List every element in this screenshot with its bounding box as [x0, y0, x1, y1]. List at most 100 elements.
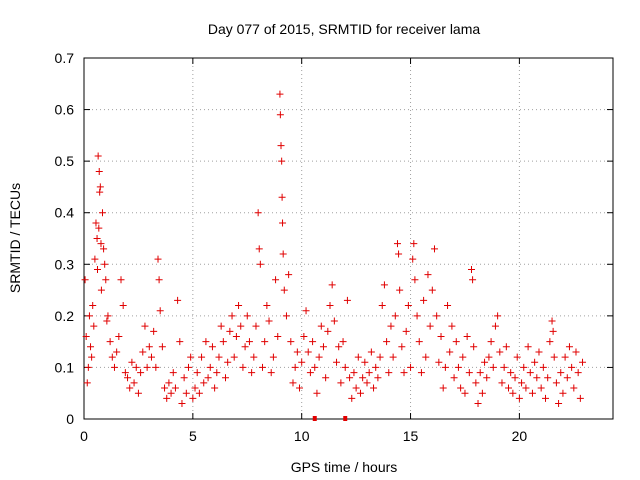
data-point — [193, 369, 201, 377]
data-point — [224, 358, 232, 366]
data-point — [546, 338, 554, 346]
x-tick-label: 0 — [80, 428, 88, 444]
data-point — [279, 250, 287, 258]
data-point — [343, 296, 351, 304]
data-point — [208, 343, 216, 351]
data-point — [448, 322, 456, 330]
data-point — [145, 343, 153, 351]
data-point — [437, 332, 445, 340]
data-point — [113, 348, 121, 356]
data-point — [549, 327, 557, 335]
data-point — [306, 369, 314, 377]
data-point — [204, 374, 212, 382]
data-point — [550, 353, 558, 361]
data-point — [156, 307, 164, 315]
data-point — [474, 400, 482, 408]
data-point — [282, 312, 290, 320]
y-tick-label: 0.4 — [55, 205, 75, 221]
data-point — [276, 111, 284, 119]
data-point — [410, 240, 418, 248]
data-point — [487, 338, 495, 346]
x-tick-label: 10 — [294, 428, 310, 444]
data-point — [539, 363, 547, 371]
data-point — [470, 343, 478, 351]
data-point — [315, 353, 323, 361]
y-tick-label: 0.7 — [55, 50, 75, 66]
data-point — [84, 363, 92, 371]
data-point — [528, 389, 536, 397]
data-point — [524, 343, 532, 351]
data-point — [115, 332, 123, 340]
data-point — [452, 338, 460, 346]
data-point — [478, 389, 486, 397]
data-point — [433, 312, 441, 320]
data-point — [441, 363, 449, 371]
data-point — [476, 369, 484, 377]
data-point — [502, 343, 510, 351]
baseline-mark — [343, 416, 348, 421]
data-point — [130, 379, 138, 387]
data-point — [200, 379, 208, 387]
data-point — [572, 348, 580, 356]
data-point — [158, 343, 166, 351]
data-point — [361, 358, 369, 366]
data-point — [467, 265, 475, 273]
data-point — [213, 369, 221, 377]
data-point — [97, 240, 105, 248]
data-point — [561, 353, 569, 361]
data-point — [374, 374, 382, 382]
data-point — [154, 255, 162, 263]
data-point — [576, 394, 584, 402]
data-point — [161, 384, 169, 392]
y-tick-label: 0.5 — [55, 153, 75, 169]
data-point — [228, 312, 236, 320]
data-point — [333, 358, 341, 366]
data-point — [169, 369, 177, 377]
data-point — [489, 363, 497, 371]
data-point — [398, 343, 406, 351]
data-point — [500, 363, 508, 371]
data-point — [147, 353, 155, 361]
data-point — [417, 369, 425, 377]
data-point — [202, 338, 210, 346]
data-point — [491, 322, 499, 330]
data-point — [94, 152, 102, 160]
data-point — [277, 142, 285, 150]
data-point — [285, 271, 293, 279]
data-point — [313, 389, 321, 397]
data-point — [359, 374, 367, 382]
data-point — [137, 369, 145, 377]
data-point — [324, 327, 332, 335]
data-point — [372, 363, 380, 371]
data-point — [178, 400, 186, 408]
data-point — [243, 312, 251, 320]
data-point — [121, 369, 129, 377]
data-point — [339, 338, 347, 346]
grid-lines — [84, 58, 613, 419]
data-point — [85, 312, 93, 320]
data-point — [191, 384, 199, 392]
data-point — [222, 374, 230, 382]
data-point — [485, 353, 493, 361]
data-point — [555, 400, 563, 408]
data-point — [520, 363, 528, 371]
data-point — [389, 353, 397, 361]
data-point — [211, 384, 219, 392]
data-point — [354, 353, 362, 361]
data-point — [259, 363, 267, 371]
data-point — [278, 193, 286, 201]
data-point — [245, 338, 253, 346]
data-point — [450, 374, 458, 382]
data-point — [117, 276, 125, 284]
data-point — [300, 332, 308, 340]
data-point — [101, 260, 109, 268]
data-point — [319, 343, 327, 351]
data-point — [143, 363, 151, 371]
data-point — [378, 302, 386, 310]
data-point — [150, 327, 158, 335]
data-point — [261, 338, 269, 346]
data-point — [446, 348, 454, 356]
data-point — [152, 363, 160, 371]
data-point — [163, 394, 171, 402]
data-point — [430, 245, 438, 253]
